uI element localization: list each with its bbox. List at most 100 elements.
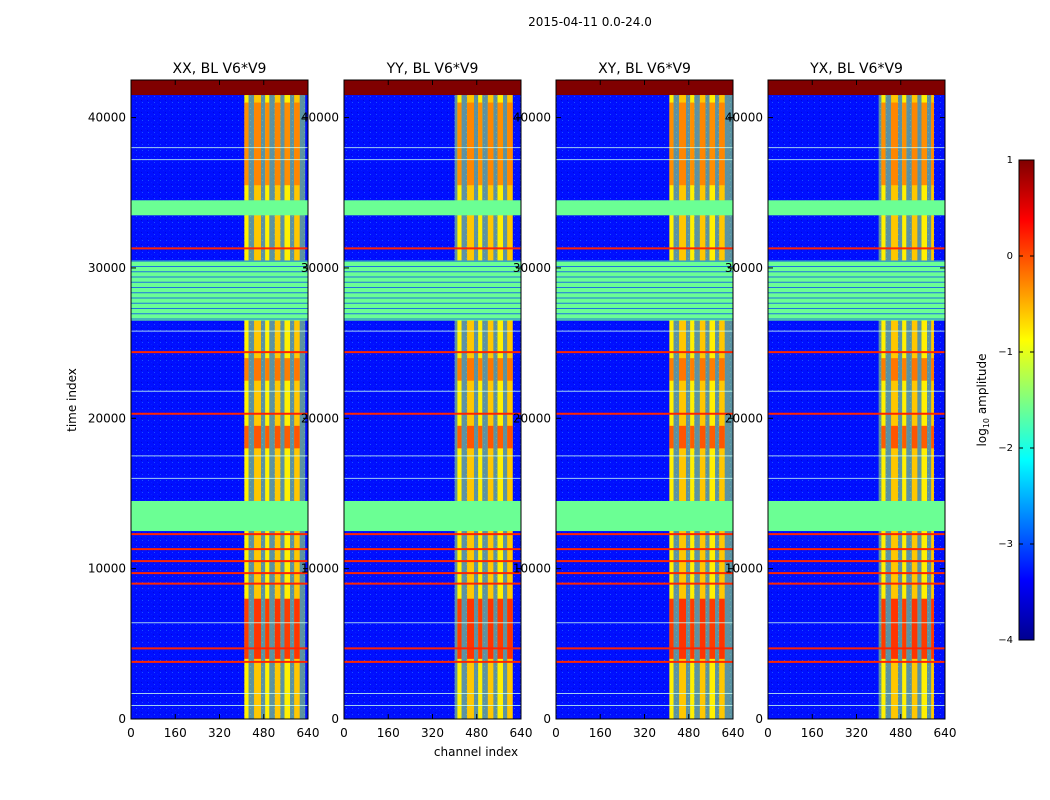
hot-spot — [294, 598, 300, 659]
hot-spot — [478, 102, 483, 186]
y-tick-label: 20000 — [725, 411, 763, 425]
bright-channel-band — [709, 80, 716, 719]
y-tick-label: 40000 — [88, 111, 126, 125]
flagged-time-band — [556, 260, 733, 321]
y-tick-label: 20000 — [301, 411, 339, 425]
x-tick-label: 480 — [677, 726, 700, 740]
y-tick-label: 10000 — [513, 562, 551, 576]
bright-channel-band — [719, 80, 725, 719]
hot-spot — [497, 102, 504, 186]
hot-spot — [244, 425, 249, 449]
hot-spot — [719, 425, 725, 449]
hot-spot — [467, 102, 474, 186]
bright-channel-band — [467, 80, 474, 719]
hot-spot — [931, 425, 934, 449]
x-tick-label: 160 — [589, 726, 612, 740]
hot-spot — [284, 358, 291, 381]
x-axis-label: channel index — [434, 745, 518, 759]
hot-spot — [265, 358, 270, 381]
hot-spot — [254, 425, 261, 449]
hot-spot — [719, 598, 725, 659]
hot-spot — [487, 102, 494, 186]
hot-spot — [881, 425, 886, 449]
x-tick-label: 320 — [633, 726, 656, 740]
hot-spot — [507, 102, 513, 186]
hot-spot — [478, 425, 483, 449]
x-tick-label: 640 — [722, 726, 745, 740]
hot-spot — [921, 102, 928, 186]
y-tick-label: 30000 — [301, 261, 339, 275]
hot-spot — [690, 598, 695, 659]
bright-channel-band — [294, 80, 300, 719]
suptitle: 2015-04-11 0.0-24.0 — [528, 15, 652, 29]
hot-spot — [679, 598, 686, 659]
hot-spot — [244, 358, 249, 381]
flagged-time-band — [768, 260, 945, 321]
panel-title: XY, BL V6*V9 — [598, 61, 691, 77]
hot-spot — [478, 358, 483, 381]
hot-spot — [265, 102, 270, 186]
hot-spot — [902, 358, 907, 381]
colorbar-tick-label: −1 — [998, 347, 1013, 358]
y-axis-label: time index — [65, 368, 79, 432]
bright-channel-band — [507, 80, 513, 719]
hot-spot — [497, 425, 504, 449]
hot-spot — [931, 598, 934, 659]
hot-spot — [467, 358, 474, 381]
hot-spot — [274, 102, 281, 186]
x-tick-label: 160 — [377, 726, 400, 740]
y-tick-label: 20000 — [88, 411, 126, 425]
hot-spot — [669, 102, 674, 186]
x-tick-label: 0 — [127, 726, 135, 740]
hot-spot — [719, 358, 725, 381]
hot-spot — [931, 358, 934, 381]
flagged-time-band — [556, 200, 733, 216]
hot-spot — [891, 102, 898, 186]
hot-spot — [911, 425, 918, 449]
flagged-time-band — [131, 200, 308, 216]
flagged-time-band — [344, 200, 521, 216]
hot-spot — [244, 598, 249, 659]
hot-spot — [294, 358, 300, 381]
hot-spot — [274, 598, 281, 659]
colorbar-tick-label: 1 — [1007, 155, 1013, 166]
x-tick-label: 160 — [164, 726, 187, 740]
hot-spot — [690, 358, 695, 381]
x-tick-label: 320 — [208, 726, 231, 740]
colorbar-tick-label: −3 — [998, 539, 1013, 550]
x-tick-label: 320 — [845, 726, 868, 740]
hot-spot — [679, 425, 686, 449]
hot-spot — [921, 358, 928, 381]
hot-spot — [931, 102, 934, 186]
hot-spot — [274, 425, 281, 449]
hot-spot — [478, 598, 483, 659]
y-tick-label: 30000 — [725, 261, 763, 275]
y-tick-label: 30000 — [513, 261, 551, 275]
hot-spot — [457, 358, 462, 381]
hot-spot — [911, 102, 918, 186]
hot-spot — [254, 598, 261, 659]
flagged-time-band — [344, 500, 521, 532]
hot-spot — [265, 598, 270, 659]
hot-spot — [891, 598, 898, 659]
x-tick-label: 0 — [764, 726, 772, 740]
bright-channel-band — [254, 80, 261, 719]
bright-channel-band — [921, 80, 928, 719]
hot-spot — [467, 598, 474, 659]
hot-spot — [497, 358, 504, 381]
flagged-time-band — [556, 500, 733, 532]
hot-spot — [254, 102, 261, 186]
panel-yy: YY, BL V6*V9 0 160 320 480 640 0 10000 20000 3000… — [301, 61, 533, 740]
hot-spot — [254, 358, 261, 381]
hot-spot — [294, 425, 300, 449]
hot-spot — [284, 425, 291, 449]
hot-spot — [911, 358, 918, 381]
bright-channel-band — [690, 80, 695, 719]
y-tick-label: 0 — [755, 712, 763, 726]
bright-channel-band — [244, 80, 249, 719]
hot-spot — [891, 358, 898, 381]
x-tick-label: 480 — [889, 726, 912, 740]
hot-spot — [507, 598, 513, 659]
hot-spot — [921, 598, 928, 659]
y-tick-label: 0 — [543, 712, 551, 726]
